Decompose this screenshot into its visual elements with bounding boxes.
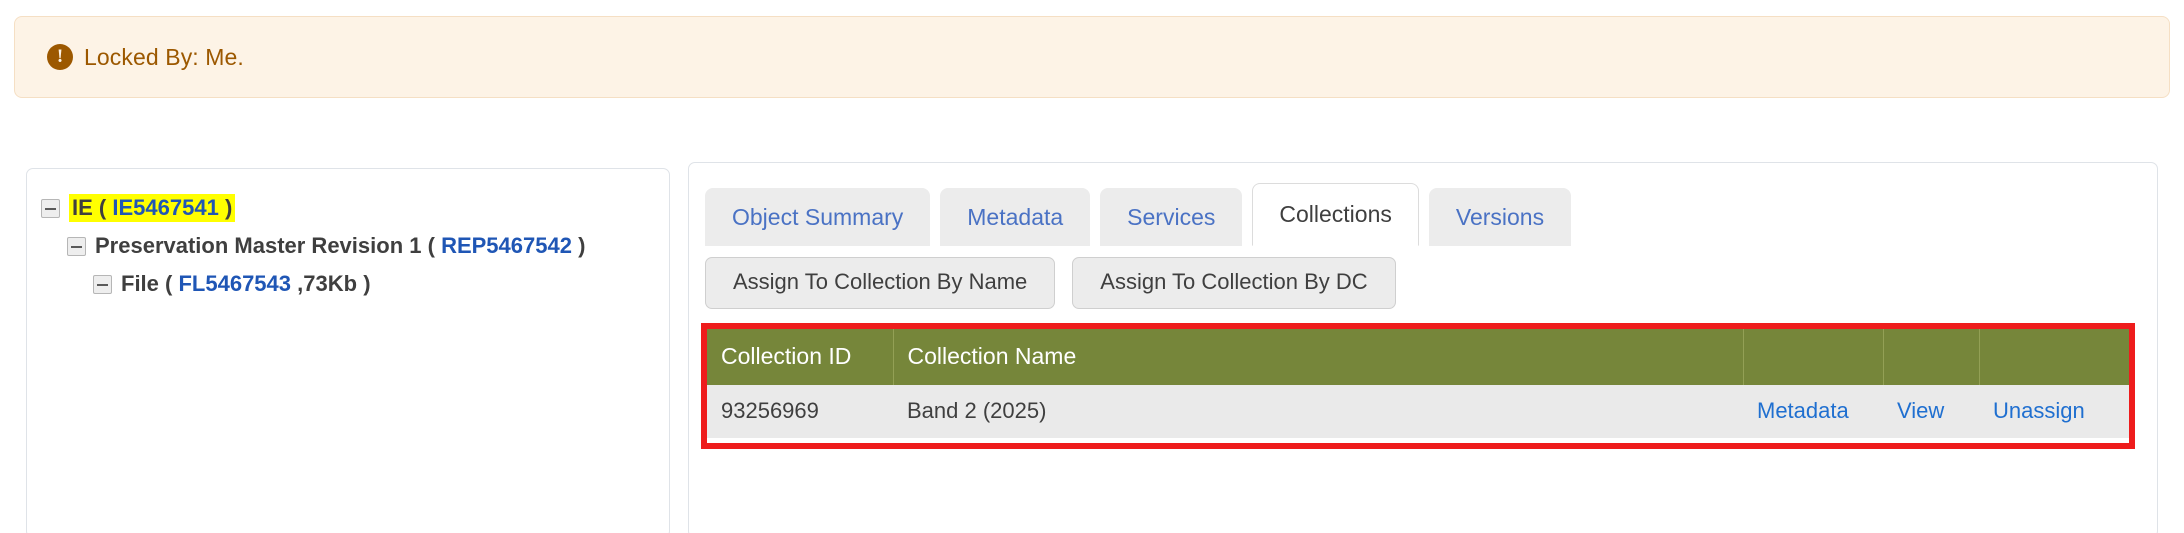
cell-collection-name: Band 2 (2025)	[893, 385, 1743, 438]
table-row: 93256969 Band 2 (2025) Metadata View Una…	[707, 385, 2129, 438]
collapse-toggle-icon[interactable]	[41, 198, 60, 218]
tree-node-representation[interactable]: Preservation Master Revision 1 ( REP5467…	[27, 227, 669, 265]
tree-node-prefix: IE	[72, 195, 93, 220]
object-tree-panel: IE ( IE5467541 ) Preservation Master Rev…	[26, 168, 670, 533]
assign-to-collection-by-dc-button[interactable]: Assign To Collection By DC	[1072, 257, 1396, 309]
tree-node-id[interactable]: FL5467543	[178, 271, 292, 296]
red-highlight-annotation	[701, 323, 2135, 449]
tree-open-paren: (	[98, 195, 107, 220]
collapse-toggle-icon[interactable]	[67, 236, 86, 256]
tree-node-label: Preservation Master Revision 1 ( REP5467…	[95, 233, 585, 259]
header-action-1	[1743, 329, 1884, 385]
detail-tab-bar: Object Summary Metadata Services Collect…	[705, 183, 1572, 246]
view-link[interactable]: View	[1897, 398, 1945, 423]
tree-open-paren: (	[165, 271, 173, 296]
tree-close-paren: )	[224, 195, 233, 220]
table-header-row: Collection ID Collection Name	[707, 329, 2129, 385]
tree-node-id[interactable]: REP5467542	[441, 233, 572, 258]
tree-close-paren: )	[578, 233, 586, 258]
collections-table: Collection ID Collection Name 93256969 B…	[707, 329, 2129, 438]
tree-node-id[interactable]: IE5467541	[112, 195, 219, 220]
tree-node-size: ,73Kb	[297, 271, 358, 296]
assign-to-collection-by-name-button[interactable]: Assign To Collection By Name	[705, 257, 1056, 309]
metadata-link[interactable]: Metadata	[1757, 398, 1849, 423]
cell-collection-id: 93256969	[707, 385, 893, 438]
cell-metadata-action: Metadata	[1743, 385, 1883, 438]
header-collection-id: Collection ID	[707, 329, 894, 385]
object-detail-panel: Object Summary Metadata Services Collect…	[688, 162, 2158, 533]
tree-node-file[interactable]: File ( FL5467543 ,73Kb )	[27, 265, 669, 303]
tree-node-prefix: File	[121, 271, 159, 296]
locked-by-alert: ! Locked By: Me.	[14, 16, 2170, 98]
header-action-3	[1979, 329, 2129, 385]
header-collection-name: Collection Name	[893, 329, 1744, 385]
tab-versions[interactable]: Versions	[1428, 188, 1572, 246]
tab-services[interactable]: Services	[1100, 188, 1243, 246]
tree-open-paren: (	[427, 233, 435, 258]
header-action-2	[1883, 329, 1980, 385]
tab-metadata[interactable]: Metadata	[940, 188, 1091, 246]
collections-table-head: Collection ID Collection Name	[707, 329, 2129, 385]
collections-table-body: 93256969 Band 2 (2025) Metadata View Una…	[707, 385, 2129, 438]
tree-node-label: File ( FL5467543 ,73Kb )	[121, 271, 371, 297]
tree-close-paren: )	[363, 271, 371, 296]
unassign-link[interactable]: Unassign	[1993, 398, 2085, 423]
tab-collections[interactable]: Collections	[1252, 183, 1419, 246]
exclamation-circle-icon: !	[47, 44, 73, 70]
alert-message: Locked By: Me.	[84, 43, 244, 70]
tree-node-ie[interactable]: IE ( IE5467541 )	[27, 189, 669, 227]
collapse-toggle-icon[interactable]	[93, 274, 112, 294]
cell-view-action: View	[1883, 385, 1979, 438]
tree-node-prefix: Preservation Master Revision 1	[95, 233, 422, 258]
tab-object-summary[interactable]: Object Summary	[705, 188, 931, 246]
collection-actions: Assign To Collection By Name Assign To C…	[705, 257, 1396, 309]
tree-node-label: IE ( IE5467541 )	[69, 194, 236, 222]
cell-unassign-action: Unassign	[1979, 385, 2129, 438]
